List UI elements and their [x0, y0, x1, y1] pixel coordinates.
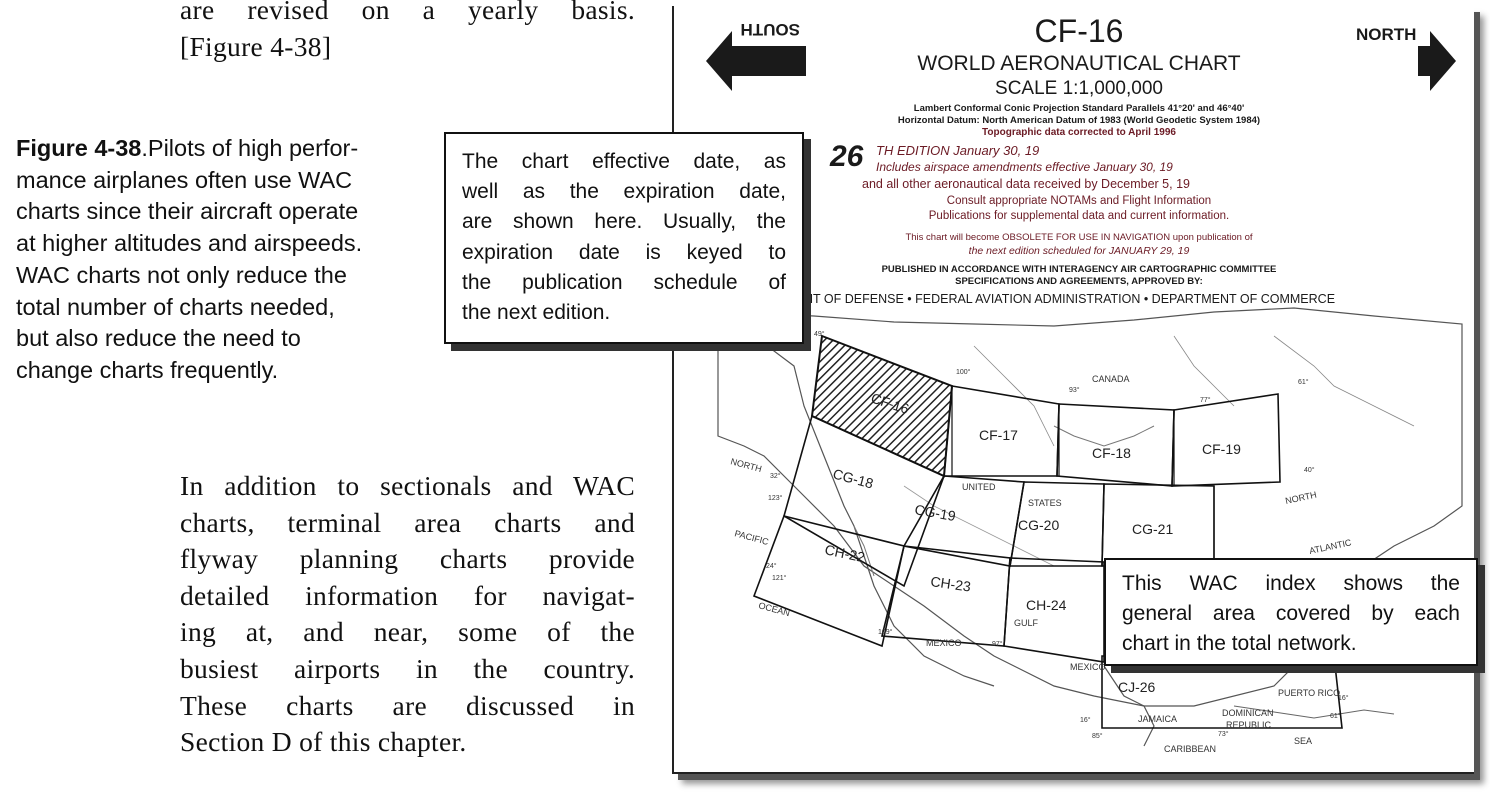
cell-label: CJ-26	[1118, 679, 1156, 695]
degree-mark: 123°	[768, 494, 783, 502]
place-label: MEXICO	[1070, 662, 1106, 672]
degree-mark: 77°	[1200, 396, 1211, 404]
body-line-1: In addition to sectionals and WAC	[180, 470, 635, 501]
aero-data-line: and all other aeronautical data received…	[862, 177, 1190, 191]
projection-line: Lambert Conformal Conic Projection Stand…	[914, 103, 1244, 114]
callout-index-line: chart in the total network.	[1122, 632, 1357, 656]
datum-line: Horizontal Datum: North American Datum o…	[898, 115, 1260, 126]
cell-label: CH-24	[1026, 597, 1067, 613]
place-label: CANADA	[1092, 374, 1130, 384]
body-line-2: charts, terminal area charts and	[180, 506, 635, 538]
consult-line: Consult appropriate NOTAMs and Flight In…	[947, 195, 1211, 207]
body-line-3: flyway planning charts provide	[180, 543, 635, 575]
body-paragraph: In addition to sectionals and WAC charts…	[180, 468, 635, 761]
top-line-1: are revised on a yearly basis.	[180, 0, 635, 25]
degree-mark: 97°	[992, 640, 1003, 648]
degree-mark: 100°	[956, 368, 971, 376]
cell-label: CF-19	[1202, 441, 1241, 457]
place-label: SEA	[1294, 736, 1312, 746]
callout-date-line: the publication schedule of	[462, 270, 786, 294]
place-label: JAMAICA	[1138, 714, 1177, 724]
body-line-6: busiest airports in the country.	[180, 652, 635, 684]
topo-line: Topographic data corrected to April 1996	[982, 127, 1176, 138]
cell-label: CG-20	[1018, 517, 1059, 533]
degree-mark: 61°	[1330, 712, 1341, 720]
caption-line-8: change charts frequently.	[16, 356, 279, 383]
caption-line-5: WAC charts not only reduce the	[16, 261, 347, 288]
degree-mark: 40°	[1304, 466, 1315, 474]
chart-cover-svg: SOUTH NORTH CF-16 WORLD AERONAUTICAL CHA…	[706, 13, 1463, 764]
next-edition-line: the next edition scheduled for JANUARY 2…	[969, 245, 1190, 257]
figure-label: Figure 4-38	[16, 135, 142, 161]
degree-mark: 85°	[1092, 732, 1103, 740]
degree-mark: 73°	[1218, 730, 1229, 738]
cell-label: CH-23	[930, 573, 972, 595]
chart-scale: SCALE 1:1,000,000	[995, 78, 1163, 99]
callout-effective-date: The chart effective date, as well as the…	[444, 132, 804, 344]
caption-line-6: total number of charts needed,	[16, 293, 335, 320]
chart-title: WORLD AERONAUTICAL CHART	[917, 52, 1240, 75]
body-line-4: detailed information for navigat-	[180, 579, 635, 611]
caption-line-1: Figure 4-38.Pilots of high perfor-	[16, 135, 359, 161]
cell-label: CG-21	[1132, 521, 1173, 537]
specs-line: SPECIFICATIONS AND AGREEMENTS, APPROVED …	[955, 276, 1203, 287]
south-arrow-icon	[706, 31, 806, 91]
degree-mark: 109°	[878, 628, 893, 636]
body-line-5: ing at, and near, some of the	[180, 616, 635, 648]
callout-index-line: This WAC index shows the	[1122, 572, 1460, 595]
caption-line-7: but also reduce the need to	[16, 325, 301, 352]
cell-label: CG-19	[913, 501, 957, 524]
wac-index-map: CF-16 CF-17 CF-18 CF-19 CG-18 CG-19 CG-2…	[717, 307, 1463, 764]
degree-mark: 121°	[772, 574, 787, 582]
edition-line: TH EDITION January 30, 19	[876, 143, 1039, 158]
degree-mark: 61°	[1298, 378, 1309, 386]
place-label: UNITED	[962, 482, 996, 492]
cell-label: CF-17	[979, 427, 1018, 443]
callout-date-line: are shown here. Usually, the	[462, 210, 786, 234]
edition-number: 26	[829, 140, 864, 173]
callout-wac-index: This WAC index shows the general area co…	[1104, 558, 1478, 666]
caption-line-4: at higher altitudes and airspeeds.	[16, 230, 363, 257]
place-label: DOMINICAN	[1222, 708, 1274, 718]
degree-mark: 93°	[1069, 386, 1080, 394]
obsolete-line: This chart will become OBSOLETE FOR USE …	[905, 232, 1252, 243]
callout-date-line: the next edition.	[462, 301, 611, 325]
callout-index-line: general area covered by each	[1122, 602, 1460, 626]
place-label: PUERTO RICO	[1278, 688, 1340, 698]
degree-mark: 32°	[770, 472, 781, 480]
callout-date-line: The chart effective date, as	[462, 150, 786, 173]
place-label: STATES	[1028, 498, 1062, 508]
cell-label: CF-18	[1092, 445, 1131, 461]
place-label: REPUBLIC	[1226, 720, 1272, 730]
south-label: SOUTH	[741, 20, 801, 39]
wac-chart-cover: SOUTH NORTH CF-16 WORLD AERONAUTICAL CHA…	[672, 6, 1474, 774]
north-arrow-icon	[1418, 31, 1456, 91]
body-line-8: Section D of this chapter.	[180, 726, 467, 758]
callout-date-line: expiration date is keyed to	[462, 240, 786, 264]
callout-date-line: well as the expiration date,	[462, 180, 786, 204]
chart-id: CF-16	[1035, 13, 1124, 49]
caption-line-2: mance airplanes often use WAC	[16, 166, 353, 193]
place-label: GULF	[1014, 618, 1039, 628]
north-label: NORTH	[1356, 25, 1416, 44]
publications-line: Publications for supplemental data and c…	[929, 210, 1229, 222]
published-line: PUBLISHED IN ACCORDANCE WITH INTERAGENCY…	[882, 264, 1277, 275]
airspace-line: Includes airspace amendments effective J…	[876, 160, 1173, 174]
top-paragraph: are revised on a yearly basis. [Figure 4…	[180, 0, 635, 65]
place-label: MEXICO	[926, 638, 962, 648]
degree-mark: 16°	[1080, 716, 1091, 724]
place-label: CARIBBEAN	[1164, 744, 1216, 754]
degree-mark: 24°	[766, 562, 777, 570]
figure-caption: Figure 4-38.Pilots of high perfor- mance…	[16, 133, 426, 387]
degree-mark: 49°	[814, 330, 825, 338]
body-line-7: These charts are discussed in	[180, 689, 635, 721]
degree-mark: 16°	[1338, 694, 1349, 702]
departments-line: NT OF DEFENSE • FEDERAL AVIATION ADMINIS…	[804, 292, 1335, 306]
caption-line-3: charts since their aircraft operate	[16, 198, 359, 225]
top-line-2: [Figure 4-38]	[180, 30, 332, 62]
